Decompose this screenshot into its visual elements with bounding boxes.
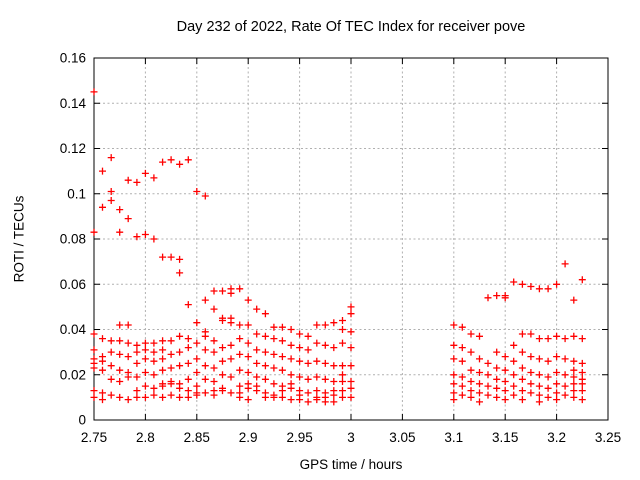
data-points [90, 88, 586, 406]
x-axis-label: GPS time / hours [299, 457, 403, 472]
x-tick-label: 3.1 [444, 430, 463, 445]
x-tick-label: 3.15 [492, 430, 518, 445]
x-tick-label: 2.85 [184, 430, 210, 445]
x-tick-label: 3.2 [547, 430, 566, 445]
x-tick-label: 2.75 [81, 430, 107, 445]
x-tick-label: 2.9 [239, 430, 258, 445]
x-tick-label: 3.05 [389, 430, 415, 445]
plot-frame [93, 57, 609, 421]
x-tick-label: 3 [347, 430, 355, 445]
y-tick-label: 0 [78, 413, 86, 428]
x-tick-label: 3.25 [595, 430, 621, 445]
y-tick-label: 0.14 [60, 96, 87, 111]
y-tick-label: 0.06 [60, 277, 86, 292]
y-tick-label: 0.1 [67, 186, 86, 201]
y-tick-label: 0.02 [60, 367, 86, 382]
x-tick-label: 2.95 [286, 430, 312, 445]
y-tick-label: 0.08 [60, 232, 86, 247]
y-tick-label: 0.04 [60, 322, 87, 337]
chart-title: Day 232 of 2022, Rate Of TEC Index for r… [176, 19, 526, 35]
x-tick-label: 2.8 [136, 430, 155, 445]
y-tick-label: 0.12 [60, 141, 86, 156]
y-tick-label: 0.16 [60, 51, 86, 66]
